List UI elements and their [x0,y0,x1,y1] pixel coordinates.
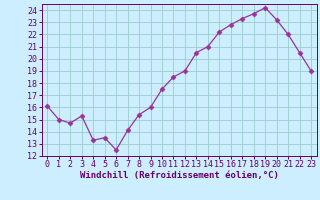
X-axis label: Windchill (Refroidissement éolien,°C): Windchill (Refroidissement éolien,°C) [80,171,279,180]
